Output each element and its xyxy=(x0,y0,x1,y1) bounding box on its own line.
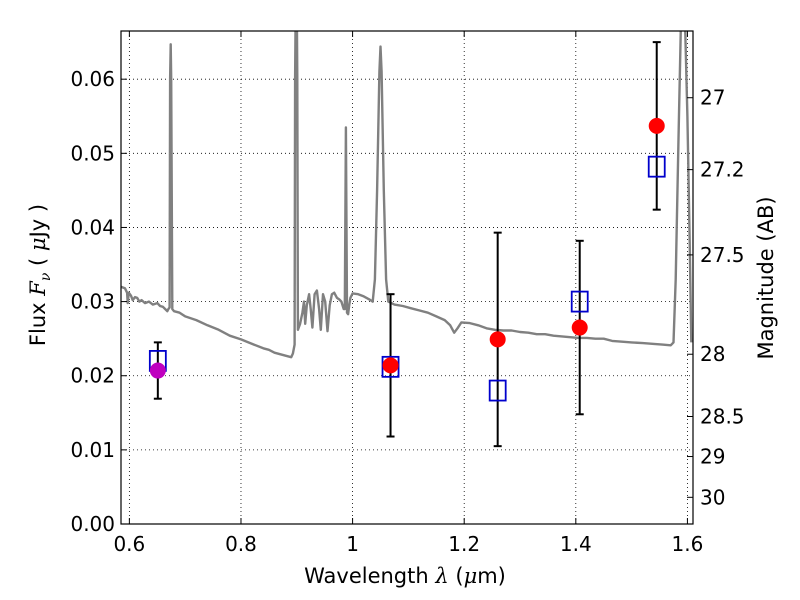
x-tick-label: 0.8 xyxy=(225,532,257,556)
y-tick-label: 0.01 xyxy=(70,438,115,462)
observed-flux-point xyxy=(648,117,665,134)
grid xyxy=(121,31,693,524)
axis-ticks: 0.6 0.8 1 1.2 1.4 1.6 0.00 0.01 0.02 0.03 0.04 0.05… xyxy=(70,31,745,556)
y2-tick-label: 27.5 xyxy=(700,243,745,267)
y-tick-label: 0.05 xyxy=(70,141,115,165)
y-tick-label: 0.03 xyxy=(70,290,115,314)
y-tick-label: 0.04 xyxy=(70,215,115,239)
y2-tick-label: 27 xyxy=(700,86,725,110)
y-tick-label: 0.06 xyxy=(70,67,115,91)
y2-axis-label: Magnitude (AB) xyxy=(754,196,778,359)
x-tick-label: 1.2 xyxy=(448,532,480,556)
x-axis-label: Wavelength λ (μm) xyxy=(304,564,506,588)
x-tick-label: 1.4 xyxy=(560,532,592,556)
observed-flux-point xyxy=(382,357,399,374)
model-photometry-square xyxy=(488,379,507,402)
y-tick-label: 0.00 xyxy=(70,512,115,536)
model-spectrum-line xyxy=(121,31,693,359)
y-axis-label: Flux Fν ( μJy ) xyxy=(26,204,54,346)
x-tick-label: 1.6 xyxy=(672,532,704,556)
y2-tick-label: 29 xyxy=(700,445,725,469)
observed-flux-point xyxy=(571,319,588,336)
observed-flux-point xyxy=(489,331,506,348)
model-photometry-square xyxy=(570,290,589,313)
y2-tick-label: 28.5 xyxy=(700,405,745,429)
y-tick-label: 0.02 xyxy=(70,364,115,388)
y2-tick-label: 27.2 xyxy=(700,158,745,182)
x-tick-label: 0.6 xyxy=(113,532,145,556)
plot-frame xyxy=(120,30,694,525)
optical-flux-point xyxy=(149,362,166,379)
x-tick-label: 1 xyxy=(346,532,359,556)
model-photometry-square xyxy=(381,355,400,378)
y2-tick-label: 28 xyxy=(700,342,725,366)
y2-tick-label: 30 xyxy=(700,485,725,509)
plot-area xyxy=(121,31,693,448)
model-photometry-square xyxy=(647,155,666,178)
